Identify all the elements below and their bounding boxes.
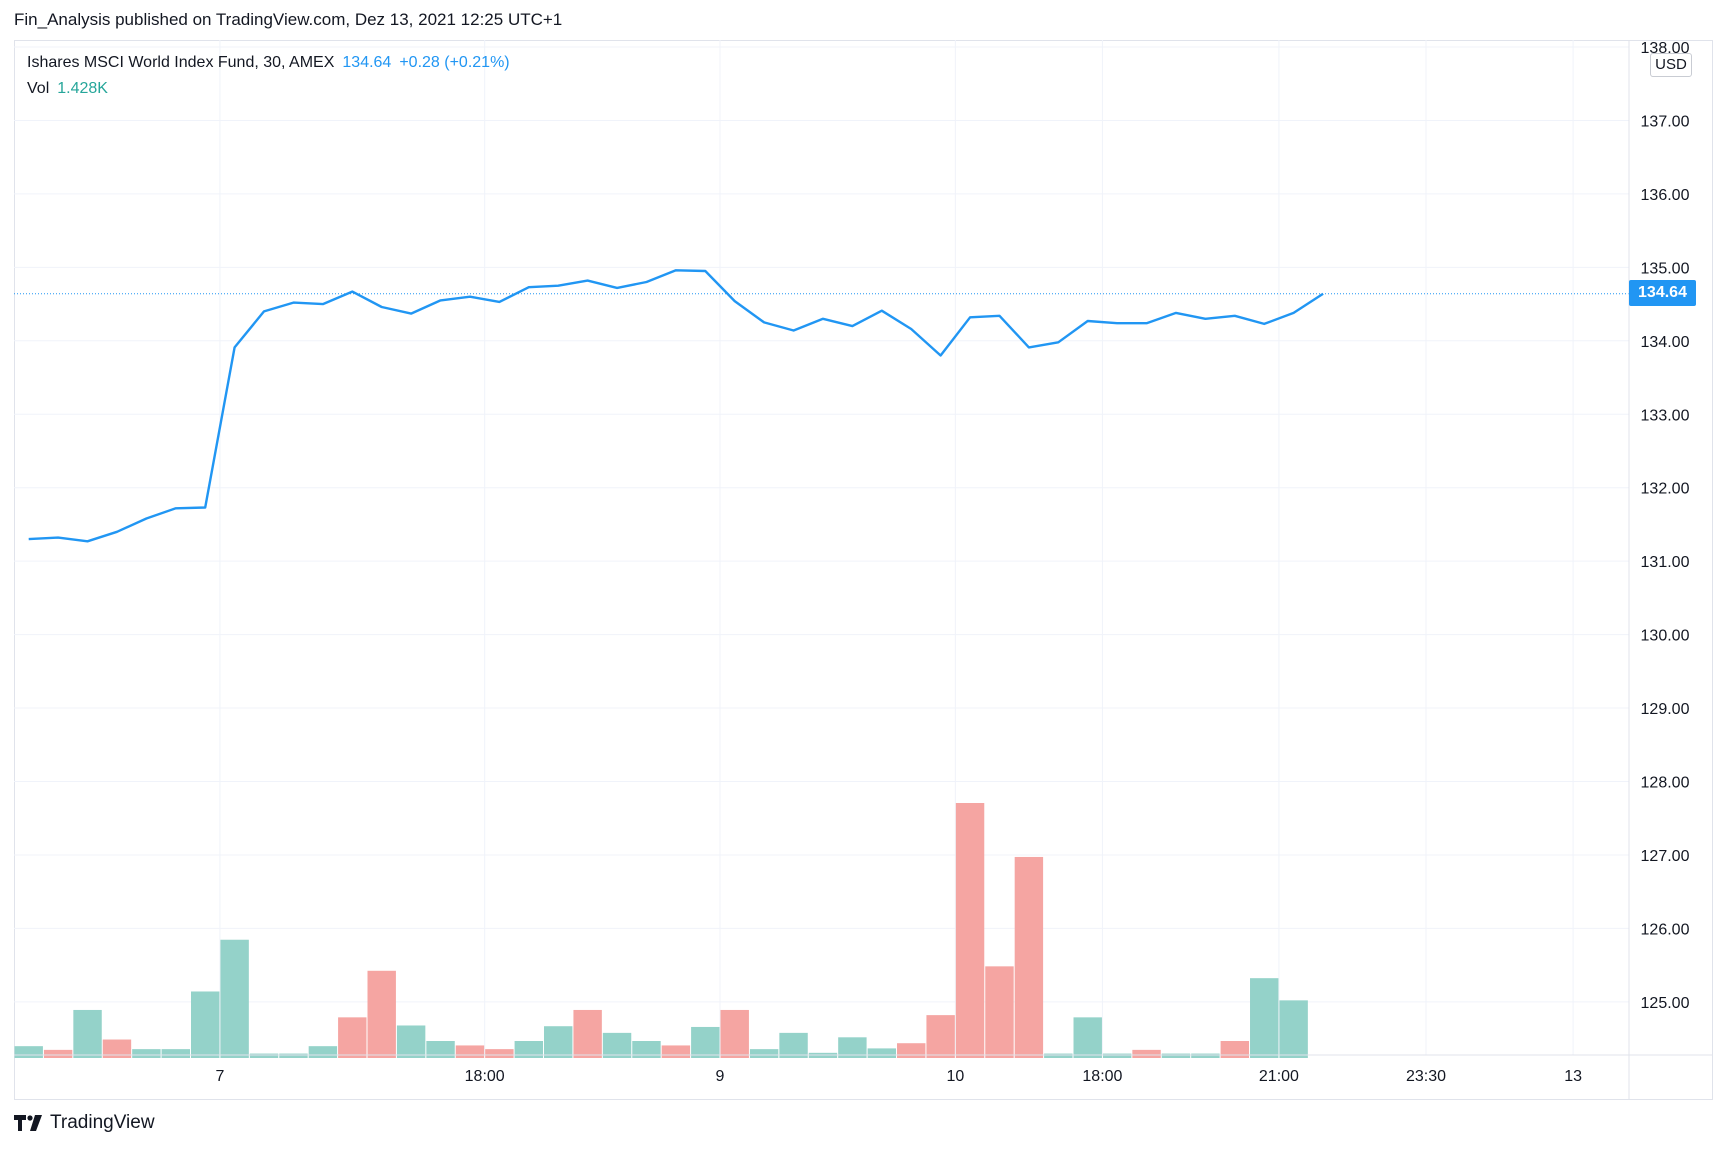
volume-bars bbox=[14, 803, 1308, 1058]
volume-bar bbox=[1220, 1041, 1250, 1058]
volume-bar bbox=[544, 1026, 573, 1058]
volume-bar bbox=[1161, 1053, 1191, 1058]
time-tick-label: 7 bbox=[215, 1068, 224, 1085]
time-tick-label: 23:30 bbox=[1406, 1068, 1446, 1085]
volume-bar bbox=[779, 1032, 808, 1058]
price-tick-label: 130.00 bbox=[1641, 628, 1690, 645]
volume-bar bbox=[897, 1043, 926, 1058]
volume-bar bbox=[1191, 1053, 1220, 1058]
price-tick-label: 134.00 bbox=[1641, 334, 1690, 351]
legend-row-price: Ishares MSCI World Index Fund, 30, AMEX 1… bbox=[27, 54, 510, 72]
time-tick-label: 18:00 bbox=[465, 1068, 505, 1085]
tradingview-logo[interactable]: TradingView bbox=[14, 1112, 155, 1134]
time-tick-label: 10 bbox=[946, 1068, 964, 1085]
volume-bar bbox=[191, 991, 220, 1058]
price-tick-label: 128.00 bbox=[1641, 775, 1690, 792]
last-price-tag: 134.64 bbox=[1629, 280, 1696, 306]
time-tick-label: 21:00 bbox=[1259, 1068, 1299, 1085]
volume-bar bbox=[426, 1041, 455, 1058]
legend-row-volume: Vol 1.428K bbox=[27, 80, 510, 98]
price-change: +0.28 (+0.21%) bbox=[399, 54, 510, 71]
volume-label[interactable]: Vol bbox=[27, 80, 50, 97]
price-tick-label: 138.00 bbox=[1641, 40, 1690, 57]
volume-bar bbox=[838, 1037, 867, 1058]
brand-name: TradingView bbox=[50, 1112, 155, 1133]
volume-bar bbox=[926, 1015, 955, 1058]
volume-bar bbox=[661, 1045, 691, 1058]
volume-bar bbox=[220, 939, 249, 1058]
currency-button[interactable]: USD bbox=[1650, 53, 1692, 77]
volume-bar bbox=[514, 1041, 544, 1058]
price-line bbox=[28, 269, 1324, 543]
symbol-title[interactable]: Ishares MSCI World Index Fund, 30, AMEX bbox=[27, 54, 335, 71]
price-tick-label: 133.00 bbox=[1641, 407, 1690, 424]
volume-value: 1.428K bbox=[57, 80, 108, 97]
volume-bar bbox=[455, 1045, 485, 1058]
volume-bar bbox=[1132, 1049, 1161, 1058]
volume-bar bbox=[73, 1009, 102, 1058]
axes: 138.00 137.00 136.00 135.00 134.00 133.00 132.… bbox=[14, 40, 1713, 1100]
price-tick-label: 132.00 bbox=[1641, 481, 1690, 498]
volume-bar bbox=[1073, 1017, 1102, 1058]
price-tick-label: 135.00 bbox=[1641, 260, 1690, 277]
time-tick-label: 13 bbox=[1564, 1068, 1582, 1085]
volume-bar bbox=[632, 1041, 661, 1058]
volume-bar bbox=[1279, 1000, 1308, 1058]
volume-bar bbox=[485, 1049, 514, 1058]
price-tick-label: 137.00 bbox=[1641, 113, 1690, 130]
price-tick-label: 125.00 bbox=[1641, 995, 1690, 1012]
volume-bar bbox=[749, 1049, 779, 1058]
volume-bar bbox=[132, 1049, 161, 1058]
time-tick-label: 9 bbox=[716, 1068, 725, 1085]
volume-bar bbox=[691, 1026, 720, 1058]
volume-bar bbox=[602, 1032, 632, 1058]
price-tick-label: 126.00 bbox=[1641, 921, 1690, 938]
volume-bar bbox=[161, 1049, 191, 1058]
volume-bar bbox=[338, 1017, 367, 1058]
volume-bar bbox=[720, 1009, 749, 1058]
price-tick-label: 136.00 bbox=[1641, 187, 1690, 204]
time-tick-label: 18:00 bbox=[1082, 1068, 1122, 1085]
volume-bar bbox=[308, 1046, 338, 1058]
volume-bar bbox=[249, 1053, 279, 1058]
volume-bar bbox=[102, 1039, 132, 1058]
price-tick-label: 127.00 bbox=[1641, 848, 1690, 865]
grid-lines bbox=[14, 40, 1629, 1055]
publisher-caption: Fin_Analysis published on TradingView.co… bbox=[14, 10, 563, 29]
volume-bar bbox=[573, 1009, 602, 1058]
price-series bbox=[14, 269, 1629, 543]
volume-bar bbox=[867, 1048, 897, 1058]
volume-bar bbox=[14, 1046, 43, 1058]
volume-bar bbox=[396, 1025, 426, 1058]
volume-bar bbox=[1250, 978, 1279, 1058]
volume-bar bbox=[985, 966, 1014, 1058]
price-tick-label: 131.00 bbox=[1641, 554, 1690, 571]
volume-bar bbox=[367, 970, 396, 1058]
price-tick-label: 129.00 bbox=[1641, 701, 1690, 718]
last-price: 134.64 bbox=[342, 54, 392, 71]
volume-bar bbox=[1014, 856, 1044, 1058]
volume-bar bbox=[955, 803, 985, 1058]
volume-bar bbox=[279, 1053, 308, 1058]
tradingview-logo-icon bbox=[14, 1115, 42, 1131]
volume-bar bbox=[1102, 1053, 1132, 1058]
chart-legend: Ishares MSCI World Index Fund, 30, AMEX 1… bbox=[27, 54, 510, 98]
chart-frame bbox=[14, 40, 1713, 1100]
volume-bar bbox=[1044, 1053, 1073, 1058]
volume-bar bbox=[43, 1049, 73, 1058]
